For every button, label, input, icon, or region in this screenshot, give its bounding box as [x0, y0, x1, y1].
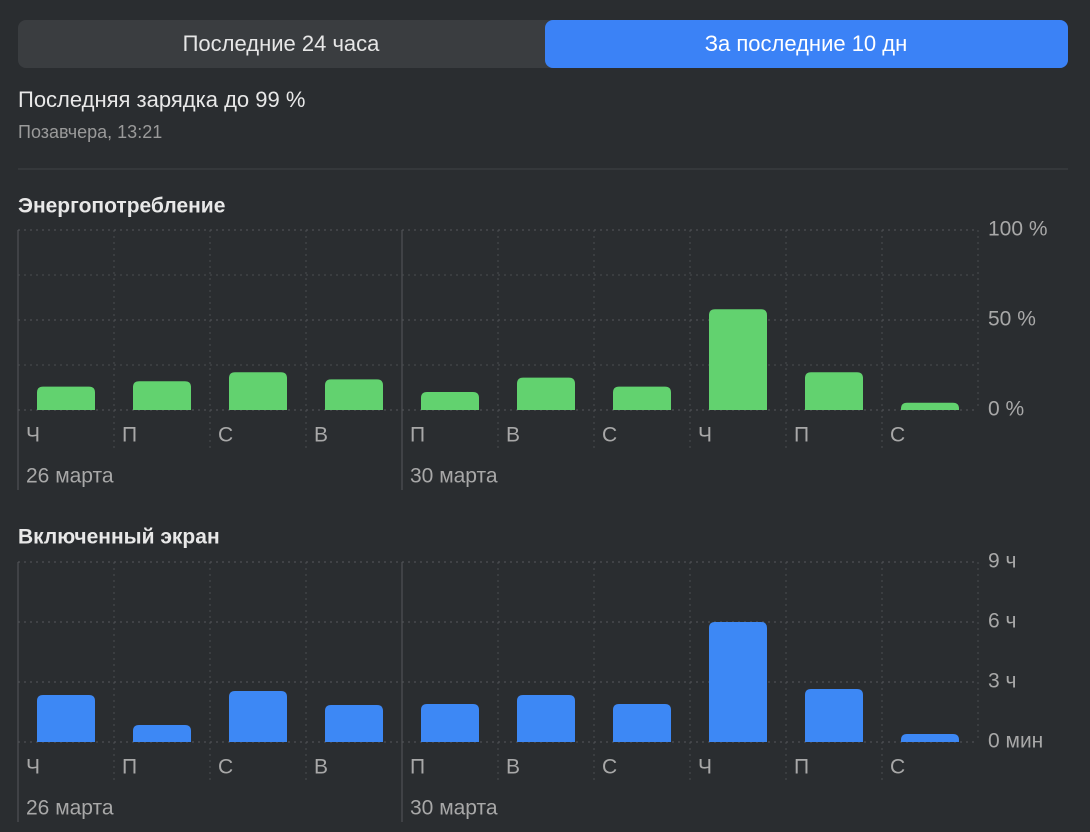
y-tick-label: 3 ч: [988, 670, 1016, 693]
week-label: 30 марта: [410, 465, 498, 488]
week-label: 30 марта: [410, 797, 498, 820]
x-tick-label: В: [314, 424, 328, 447]
y-tick-label: 9 ч: [988, 550, 1016, 573]
x-tick-label: Ч: [26, 756, 40, 779]
tab-24h[interactable]: Последние 24 часа: [183, 31, 381, 56]
bar: [709, 622, 767, 742]
x-tick-label: С: [602, 424, 617, 447]
x-tick-label: Ч: [26, 424, 40, 447]
x-tick-label: П: [410, 424, 425, 447]
bar: [325, 379, 383, 410]
bar: [709, 309, 767, 410]
y-tick-label: 0 мин: [988, 730, 1043, 753]
y-tick-label: 100 %: [988, 218, 1048, 241]
week-label: 26 марта: [26, 465, 114, 488]
x-tick-label: П: [410, 756, 425, 779]
bar: [325, 705, 383, 742]
x-tick-label: С: [218, 424, 233, 447]
bar: [133, 381, 191, 410]
x-tick-label: П: [122, 756, 137, 779]
week-label: 26 марта: [26, 797, 114, 820]
bar: [421, 704, 479, 742]
bar: [517, 695, 575, 742]
x-tick-label: С: [602, 756, 617, 779]
bar: [613, 704, 671, 742]
bar: [613, 386, 671, 410]
bar: [901, 734, 959, 742]
bar: [805, 372, 863, 410]
x-tick-label: Ч: [698, 756, 712, 779]
bar: [229, 691, 287, 742]
last-charge-time: Позавчера, 13:21: [18, 122, 162, 142]
x-tick-label: Ч: [698, 424, 712, 447]
x-tick-label: С: [890, 424, 905, 447]
x-tick-label: В: [506, 756, 520, 779]
y-tick-label: 6 ч: [988, 610, 1016, 633]
chart-title: Энергопотребление: [18, 195, 225, 218]
x-tick-label: С: [890, 756, 905, 779]
bar: [37, 695, 95, 742]
y-tick-label: 50 %: [988, 308, 1036, 331]
x-tick-label: В: [314, 756, 328, 779]
bar: [517, 377, 575, 410]
segment-selected[interactable]: [545, 20, 1068, 68]
x-tick-label: П: [122, 424, 137, 447]
bar: [421, 392, 479, 410]
x-tick-label: П: [794, 756, 809, 779]
y-tick-label: 0 %: [988, 398, 1024, 421]
chart-title: Включенный экран: [18, 526, 220, 549]
tab-10d[interactable]: За последние 10 дн: [705, 31, 908, 56]
bar: [37, 386, 95, 410]
bar: [133, 725, 191, 742]
x-tick-label: С: [218, 756, 233, 779]
last-charge-title: Последняя зарядка до 99 %: [18, 87, 305, 112]
bar: [805, 689, 863, 742]
bar: [229, 372, 287, 410]
x-tick-label: В: [506, 424, 520, 447]
x-tick-label: П: [794, 424, 809, 447]
bar: [901, 402, 959, 410]
